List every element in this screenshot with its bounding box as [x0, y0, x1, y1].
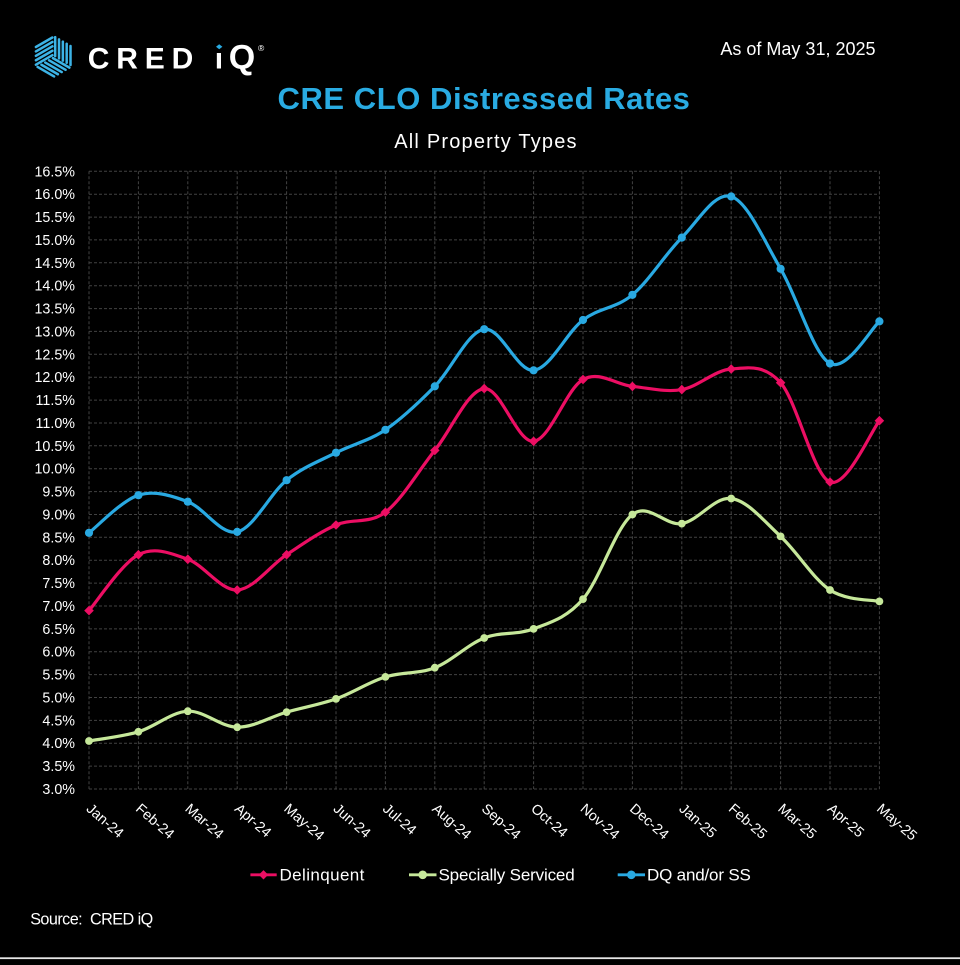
- svg-text:Source: CRED iQ: Source: CRED iQ: [30, 910, 153, 928]
- svg-text:13.5%: 13.5%: [34, 302, 75, 318]
- svg-text:8.0%: 8.0%: [42, 553, 75, 569]
- svg-text:16.0%: 16.0%: [34, 187, 75, 203]
- svg-text:12.0%: 12.0%: [34, 370, 75, 386]
- svg-text:Specially Serviced: Specially Serviced: [439, 865, 575, 884]
- svg-text:10.0%: 10.0%: [34, 462, 75, 478]
- svg-text:6.0%: 6.0%: [42, 645, 75, 661]
- svg-text:4.5%: 4.5%: [42, 713, 75, 729]
- svg-text:All Property Types: All Property Types: [394, 131, 578, 153]
- svg-text:11.5%: 11.5%: [36, 393, 76, 409]
- svg-text:3.0%: 3.0%: [42, 782, 75, 798]
- svg-text:6.5%: 6.5%: [42, 622, 75, 638]
- svg-text:4.0%: 4.0%: [42, 736, 75, 752]
- svg-text:CRED: CRED: [88, 42, 201, 75]
- svg-text:14.0%: 14.0%: [34, 279, 75, 295]
- svg-text:9.5%: 9.5%: [42, 485, 75, 501]
- svg-text:5.5%: 5.5%: [42, 668, 75, 684]
- svg-text:Delinquent: Delinquent: [280, 865, 365, 884]
- svg-text:15.5%: 15.5%: [34, 210, 75, 226]
- svg-text:10.5%: 10.5%: [34, 439, 75, 455]
- svg-text:14.5%: 14.5%: [34, 256, 75, 272]
- svg-text:13.0%: 13.0%: [34, 324, 75, 340]
- svg-text:11.0%: 11.0%: [36, 416, 76, 432]
- svg-text:ı: ı: [215, 42, 223, 75]
- svg-text:12.5%: 12.5%: [34, 347, 75, 363]
- svg-text:7.5%: 7.5%: [42, 576, 75, 592]
- svg-text:8.5%: 8.5%: [42, 530, 75, 546]
- svg-text:As of May 31, 2025: As of May 31, 2025: [720, 39, 875, 59]
- svg-text:®: ®: [258, 43, 265, 53]
- svg-text:9.0%: 9.0%: [42, 508, 75, 524]
- svg-text:Q: Q: [229, 39, 255, 77]
- svg-text:16.5%: 16.5%: [34, 164, 75, 180]
- svg-text:15.0%: 15.0%: [34, 233, 75, 249]
- svg-text:5.0%: 5.0%: [42, 691, 75, 707]
- svg-text:DQ and/or SS: DQ and/or SS: [647, 865, 751, 884]
- svg-text:7.0%: 7.0%: [42, 599, 75, 615]
- svg-text:CRE CLO Distressed Rates: CRE CLO Distressed Rates: [278, 81, 691, 116]
- svg-text:3.5%: 3.5%: [42, 759, 75, 775]
